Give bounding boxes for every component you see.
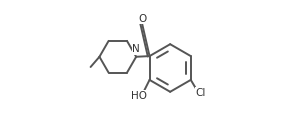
Text: HO: HO xyxy=(131,91,147,101)
Text: O: O xyxy=(138,14,146,24)
Text: N: N xyxy=(132,44,140,54)
Text: Cl: Cl xyxy=(195,88,206,98)
